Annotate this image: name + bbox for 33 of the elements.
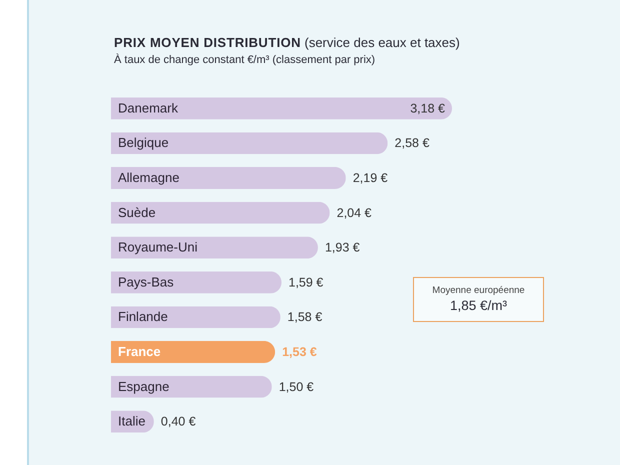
bar <box>111 271 282 294</box>
data-label: 1,53 € <box>282 345 317 359</box>
bar <box>111 341 276 363</box>
y-tick-label: Finlande <box>118 309 168 324</box>
bar <box>111 167 346 189</box>
note-frame: Moyenne européenne 1,85 €/m³ <box>413 277 544 322</box>
bar <box>111 132 388 154</box>
y-tick-label: Belgique <box>118 135 169 150</box>
data-label: 2,58 € <box>394 136 430 150</box>
y-tick-label: Suède <box>118 204 156 220</box>
data-label: 2,19 € <box>352 171 388 185</box>
y-tick-label: Danemark <box>118 100 178 116</box>
data-label: 1,59 € <box>288 275 324 290</box>
data-label: 2,04 € <box>336 206 372 220</box>
annotation: Moyenne européenne 1,85 €/m³ <box>431 285 526 313</box>
y-tick-label: Royaume-Uni <box>118 240 198 255</box>
data-label: 3,18 € <box>410 101 446 116</box>
chart-subtitle: À taux de change constant €/m³ (classement par prix) <box>114 54 376 66</box>
bar <box>111 202 330 224</box>
data-label: 1,93 € <box>324 240 360 255</box>
y-tick-label: France <box>118 344 161 359</box>
bar <box>111 376 272 398</box>
chart-title: PRIX MOYEN DISTRIBUTION (service des eaux et taxes) <box>114 35 460 50</box>
y-tick-label: Italie <box>118 414 146 429</box>
data-label: 1,50 € <box>278 380 314 394</box>
y-tick-label: Allemagne <box>118 170 180 185</box>
data-label: 0,40 € <box>160 414 196 429</box>
y-tick-label: Pays-Bas <box>118 274 174 290</box>
bar <box>111 97 452 120</box>
data-label: 1,58 € <box>287 310 322 324</box>
y-tick-label: Espagne <box>118 378 170 394</box>
bar <box>111 236 318 259</box>
bar <box>111 306 280 328</box>
